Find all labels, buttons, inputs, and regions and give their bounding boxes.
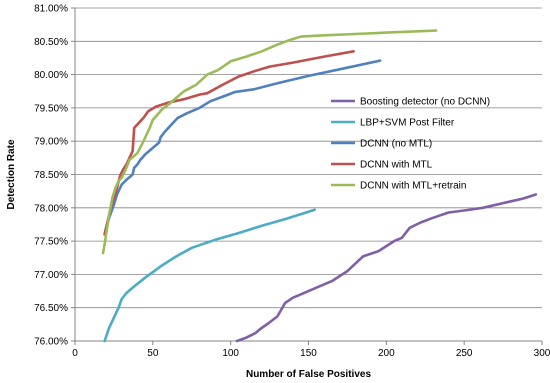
series-lines	[101, 29, 538, 343]
legend-label: Boosting detector (no DCNN)	[360, 97, 490, 108]
series-line	[103, 208, 317, 343]
legend-label: DCNN with MTL	[360, 160, 433, 171]
y-tick-label: 79.50%	[34, 103, 68, 114]
x-tick-label: 100	[222, 348, 239, 359]
x-tick-label: 50	[147, 348, 159, 359]
y-tick-label: 80.00%	[34, 70, 68, 81]
series-line	[101, 29, 438, 255]
y-tick-label: 78.50%	[34, 170, 68, 181]
x-axis-ticks: 0 50 100 150 200 250 300	[72, 341, 550, 359]
x-tick-label: 250	[456, 348, 473, 359]
x-tick-label: 200	[378, 348, 395, 359]
y-tick-label: 77.00%	[34, 270, 68, 281]
legend: Boosting detector (no DCNN) LBP+SVM Post …	[331, 97, 490, 192]
y-tick-label: 76.50%	[34, 303, 68, 314]
x-axis-title: Number of False Positives	[246, 369, 371, 380]
series-line	[103, 59, 382, 236]
legend-label: LBP+SVM Post Filter	[360, 118, 455, 129]
x-tick-label: 0	[72, 348, 78, 359]
x-tick-label: 150	[300, 348, 317, 359]
legend-label: DCNN with MTL+retrain	[360, 181, 466, 192]
y-tick-label: 81.00%	[34, 4, 68, 15]
y-tick-label: 76.00%	[34, 337, 68, 348]
x-tick-label: 300	[534, 348, 550, 359]
y-axis-ticks: 76.00% 76.50% 77.00% 77.50% 78.00% 78.50% 79.0…	[34, 4, 75, 348]
legend-label: DCNN (no MTL)	[360, 139, 432, 150]
y-tick-label: 80.50%	[34, 37, 68, 48]
y-axis-title: Detection Rate	[6, 139, 17, 209]
y-tick-label: 79.00%	[34, 137, 68, 148]
series-line	[235, 193, 538, 343]
y-tick-label: 77.50%	[34, 237, 68, 248]
y-tick-label: 78.00%	[34, 203, 68, 214]
